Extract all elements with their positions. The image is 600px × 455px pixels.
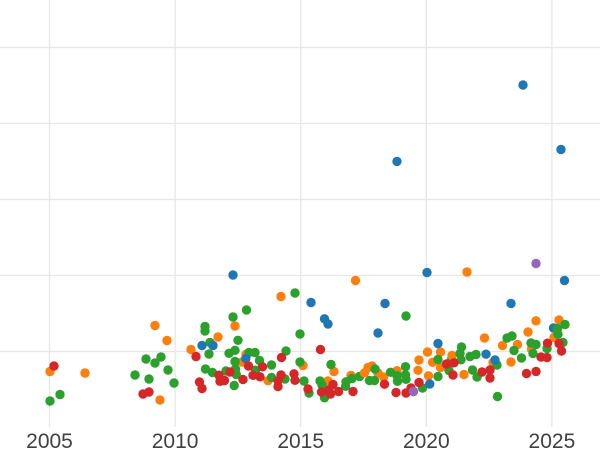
svg-text:2015: 2015 xyxy=(277,430,324,450)
svg-text:2010: 2010 xyxy=(152,430,199,450)
svg-text:2020: 2020 xyxy=(403,430,450,450)
svg-text:2005: 2005 xyxy=(26,430,73,450)
svg-text:2025: 2025 xyxy=(529,430,576,450)
